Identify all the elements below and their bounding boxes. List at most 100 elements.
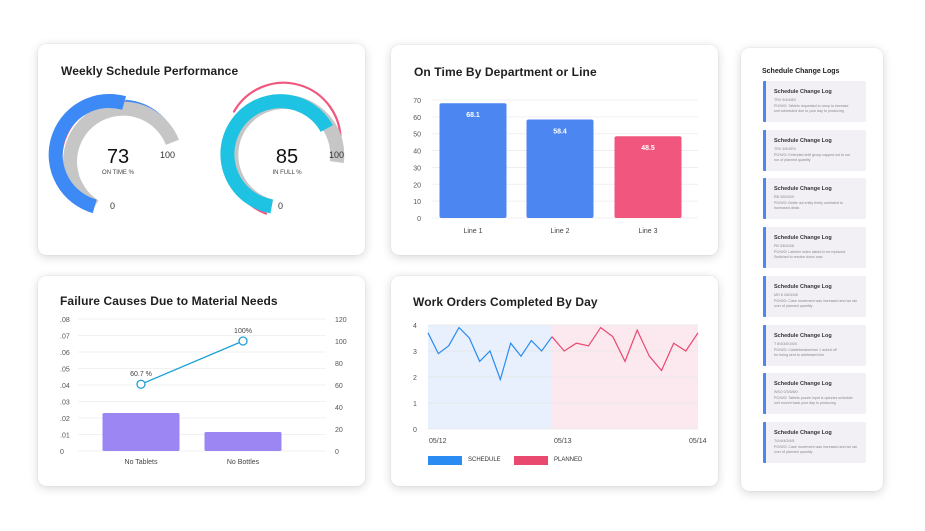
change-log-item[interactable]: Schedule Change Log T 8/4/3/0/1/0/0 PO/WO:… <box>763 324 866 366</box>
right-y-tick-label: 100 <box>335 339 347 346</box>
change-log-item[interactable]: Schedule Change Log TRX 9/4/4/8/0 PO/WO: T… <box>763 81 866 122</box>
change-log-note: PO/WO: Extended shift group capped out t… <box>774 152 851 157</box>
change-log-item[interactable]: Schedule Change Log RB 3/6/3/0/0 PO/WO: Bo… <box>763 178 866 220</box>
bar-value-label: 68.1 <box>466 112 480 119</box>
bar-line-3 <box>614 136 682 218</box>
y-tick-label: 2 <box>413 375 417 382</box>
y-tick-label: 10 <box>413 199 421 206</box>
gauge-2-min-label: 0 <box>278 201 283 211</box>
change-log-title: Schedule Change Log <box>774 283 832 290</box>
legend-schedule-swatch <box>428 456 462 465</box>
change-log-note-cont: for being sent to addressed line <box>774 352 825 357</box>
change-log-item[interactable]: Schedule Change Log TRX 3/5/4/R4 PO/WO: Ex… <box>763 129 866 171</box>
change-log-id: MO 8 3/6/3/4/8 <box>774 292 798 297</box>
y-tick-label: 70 <box>413 98 421 105</box>
gauge-1-min-label: 0 <box>110 201 115 211</box>
change-log-item[interactable]: Schedule Change Log WSO 0/3/5/8/0 PO/WO: T… <box>763 373 866 415</box>
change-log-title: Schedule Change Log <box>774 235 832 242</box>
x-tick-label: 05/12 <box>429 438 447 445</box>
y-tick-label: 40 <box>413 149 421 156</box>
line-point <box>136 379 146 389</box>
on-time-department-card: On Time By Department or Line 0 10 20 30 40 5… <box>391 45 718 255</box>
change-log-note: PO/WO: Case movement was increased and w… <box>774 444 858 449</box>
y-tick-label: 20 <box>413 182 421 189</box>
gauges-svg: 73 ON TIME % 100 0 85 IN FULL % 100 0 <box>48 81 345 215</box>
change-log-note-cont: run of planned quantity <box>774 157 811 162</box>
gauge-1-value: 73 <box>107 146 129 168</box>
legend-planned-swatch <box>514 456 548 465</box>
change-log-note-cont: Switched to resolve down now. <box>774 255 824 260</box>
change-log-note-cont: over of planned quantity <box>774 449 813 454</box>
bar-value-label: 48.5 <box>641 145 655 152</box>
gauge-2-label: IN FULL % <box>272 170 302 176</box>
work-orders-card: Work Orders Completed By Day 0 1 2 3 4 05/12 0… <box>391 276 718 486</box>
change-log-note-cont: increased deals <box>774 206 800 211</box>
left-y-tick-label: .08 <box>60 317 70 324</box>
change-log-item[interactable]: Schedule Change Log MO 8 3/6/3/4/8 PO/WO: … <box>763 275 866 317</box>
left-y-tick-label: .04 <box>60 383 70 390</box>
bar-line-1 <box>439 103 507 218</box>
change-log-title: Schedule Change Log <box>774 381 832 388</box>
change-log-title: Schedule Change Log <box>774 429 832 436</box>
right-y-tick-label: 120 <box>335 317 347 324</box>
gauge-2-value-arc <box>220 94 333 214</box>
left-y-tick-label: 0 <box>60 449 64 456</box>
x-tick-label: No Bottles <box>227 459 260 466</box>
change-log-title: Schedule Change Log <box>774 186 832 193</box>
change-log-id: TRX 3/5/4/R4 <box>774 146 796 151</box>
right-y-tick-label: 80 <box>335 361 343 368</box>
x-tick-label: 05/13 <box>554 438 572 445</box>
change-log-id: T/A 6/4/3/4/8 <box>774 438 795 443</box>
change-log-id: RB 3/6/3/0/0 <box>774 195 794 200</box>
change-log-id: WSO 0/3/5/8/0 <box>774 390 798 395</box>
change-log-note: PO/WO: Tablets puzzle input is uptunes s… <box>774 396 853 401</box>
line-point-label: 100% <box>234 328 252 335</box>
legend-planned-label: PLANNED <box>554 457 583 463</box>
gauge-1-max-label: 100 <box>160 150 175 160</box>
gauge-on-time: 73 ON TIME % 100 0 <box>48 94 179 214</box>
failure-causes-title: Failure Causes Due to Material Needs <box>60 294 278 308</box>
change-log-item[interactable]: Schedule Change Log PB 3/6/3/4/8 PO/WO: La… <box>763 227 866 269</box>
left-y-tick-label: .06 <box>60 350 70 357</box>
x-tick-label: No Tablets <box>125 459 158 466</box>
on-time-bar-chart: 0 10 20 30 40 50 60 70 68.1 Line 1 58.4 Line 2 48.5 L… <box>413 98 698 235</box>
y-tick-label: 3 <box>413 349 417 356</box>
change-logs-panel: Schedule Change Logs Schedule Change Log… <box>741 48 883 491</box>
schedule-line <box>427 326 553 382</box>
y-tick-label: 0 <box>413 427 417 434</box>
x-tick-label: Line 3 <box>638 228 657 235</box>
x-tick-label: Line 1 <box>463 228 482 235</box>
gauge-2-outer-pink-arc <box>232 81 342 144</box>
change-log-title: Schedule Change Log <box>774 137 832 144</box>
y-tick-label: 60 <box>413 115 421 122</box>
left-y-tick-label: .01 <box>60 433 70 440</box>
bar-value-label: 58.4 <box>553 129 567 136</box>
change-log-note: PO/WO: Bottle out entity freely unrelate… <box>774 201 843 206</box>
change-log-title: Schedule Change Log <box>774 89 832 95</box>
line-point-label: 60.7 % <box>130 371 152 378</box>
y-tick-label: 4 <box>413 323 417 330</box>
right-y-tick-label: 0 <box>335 449 339 456</box>
y-tick-label: 1 <box>413 401 417 408</box>
change-log-id: TRX 9/4/4/8/0 <box>774 98 797 102</box>
left-y-tick-label: .05 <box>60 367 70 374</box>
gauge-2-max-label: 100 <box>329 150 344 160</box>
change-log-note: PO/WO: Tablets requested to ramp to incr… <box>774 104 849 108</box>
y-tick-label: 0 <box>417 216 421 223</box>
gauge-1-label: ON TIME % <box>102 170 135 176</box>
right-y-tick-label: 20 <box>335 427 343 434</box>
line-point <box>238 336 248 346</box>
change-log-item[interactable]: Schedule Change Log T/A 6/4/3/4/8 PO/WO: C… <box>763 421 866 463</box>
y-tick-label: 50 <box>413 132 421 139</box>
legend-schedule-label: SCHEDULE <box>468 457 501 463</box>
change-log-id: PB 3/6/3/4/8 <box>774 244 794 249</box>
x-tick-label: 05/14 <box>689 438 707 445</box>
gauge-1-value-arc <box>48 94 127 214</box>
change-log-title: Schedule Change Log <box>774 332 832 339</box>
change-log-note-cont: over of planned quantity <box>774 303 813 308</box>
bar-no-bottles <box>204 432 282 451</box>
planned-line <box>551 326 699 372</box>
failure-causes-chart: 0 .01 .02 .03 .04 .05 .06 .07 .08 0 20 40 60 80 100 120… <box>60 317 347 466</box>
x-tick-label: Line 2 <box>550 228 569 235</box>
weekly-schedule-title: Weekly Schedule Performance <box>61 64 239 78</box>
